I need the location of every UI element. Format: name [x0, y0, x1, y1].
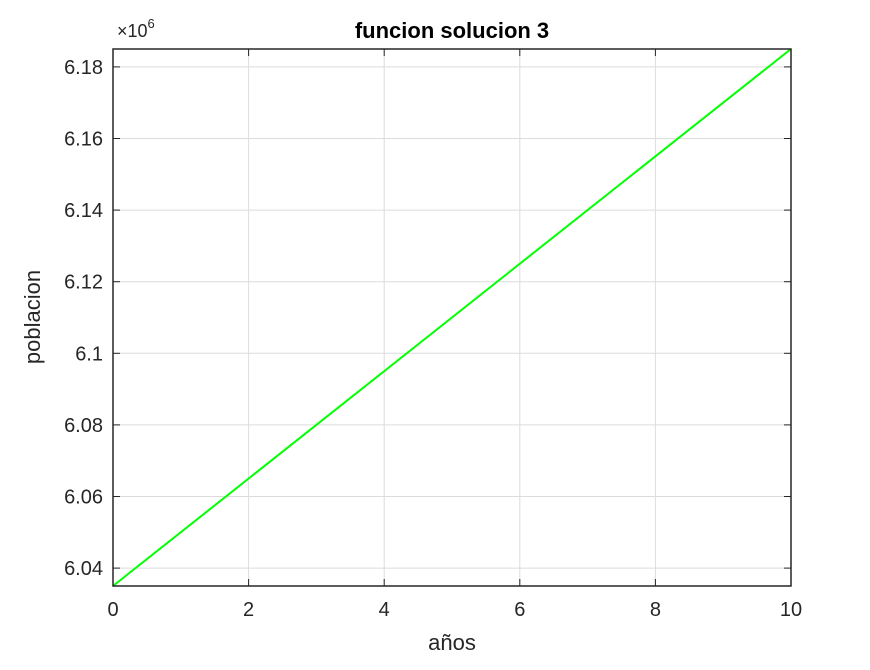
- x-tick-label: 2: [243, 599, 254, 621]
- y-axis-label: poblacion: [20, 270, 45, 364]
- y-tick-label: 6.1: [75, 343, 103, 365]
- chart-title: funcion solucion 3: [355, 18, 549, 43]
- y-tick-label: 6.12: [64, 272, 103, 294]
- exponent-base: ×10: [117, 21, 148, 41]
- svg-text:×106: ×106: [117, 16, 155, 41]
- y-tick-label: 6.18: [64, 57, 103, 79]
- x-tick-label: 10: [780, 599, 802, 621]
- series-line: [112, 48, 792, 587]
- y-tick-label: 6.08: [64, 415, 103, 437]
- y-tick-label: 6.16: [64, 129, 103, 151]
- x-axis-label: años: [428, 630, 476, 655]
- exponent-label: ×106: [117, 16, 155, 41]
- axes-box: [112, 48, 792, 587]
- plot-lines: [112, 48, 792, 587]
- y-tick-label: 6.14: [64, 200, 103, 222]
- y-tick-label: 6.06: [64, 487, 103, 509]
- x-tick-label: 6: [514, 599, 525, 621]
- x-tick-label: 0: [107, 599, 118, 621]
- tick-labels: 0 2 4 6 8 10 6.04 6.06 6.08 6.1 6.12 6.14 6.16 6.18: [64, 57, 802, 621]
- x-tick-label: 4: [379, 599, 390, 621]
- y-tick-label: 6.04: [64, 558, 103, 580]
- x-tick-label: 8: [650, 599, 661, 621]
- ticks: [112, 49, 792, 586]
- exponent-power: 6: [148, 16, 155, 31]
